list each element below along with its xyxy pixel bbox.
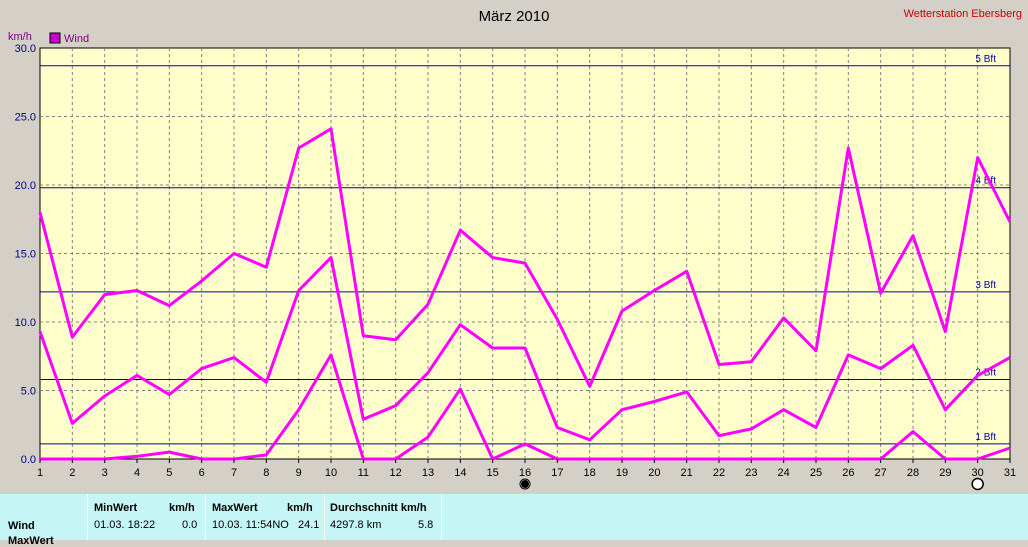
station-name: Wetterstation Ebersberg — [904, 8, 1022, 20]
x-tick-label: 9 — [296, 467, 302, 479]
max-value: 24.1 — [298, 519, 320, 531]
x-tick-label: 6 — [199, 467, 205, 479]
full-moon-icon — [971, 477, 984, 491]
avg-value: 5.8 — [418, 519, 434, 531]
x-tick-label: 7 — [231, 467, 237, 479]
y-tick-label: 0.0 — [21, 454, 36, 466]
x-tick-label: 23 — [745, 467, 757, 479]
y-tick-label: 5.0 — [21, 386, 36, 398]
chart-title: März 2010 — [479, 8, 550, 25]
x-tick-label: 5 — [166, 467, 172, 479]
legend-wind: Wind — [64, 33, 89, 45]
avg-distance: 4297.8 km — [330, 519, 382, 531]
y-tick-label: 15.0 — [15, 249, 36, 261]
x-tick-label: 27 — [875, 467, 887, 479]
y-tick-label: 20.0 — [15, 180, 36, 192]
bft-label: 1 Bft — [975, 432, 996, 443]
x-tick-label: 30 — [972, 467, 984, 479]
header-avg: Durchschnitt km/h — [330, 502, 427, 514]
column-separator — [87, 494, 88, 540]
legend-swatch — [49, 32, 61, 44]
beaufort-lines: 1 Bft 2 Bft 3 Bft 4 Bft 5 Bft — [40, 54, 1010, 445]
column-separator — [324, 494, 325, 540]
x-tick-label: 19 — [616, 467, 628, 479]
new-moon-icon — [519, 478, 531, 490]
x-tick-label: 10 — [325, 467, 337, 479]
min-time: 01.03. 18:22 — [94, 519, 156, 531]
x-tick-label: 14 — [454, 467, 466, 479]
x-tick-label: 31 — [1004, 467, 1016, 479]
x-tick-label: 26 — [842, 467, 854, 479]
x-tick-label: 12 — [390, 467, 402, 479]
x-tick-label: 16 — [519, 467, 531, 479]
y-tick-labels: 0.0 5.0 10.0 15.0 20.0 25.0 30.0 — [15, 43, 36, 466]
x-tick-label: 17 — [551, 467, 563, 479]
x-tick-label: 11 — [358, 467, 369, 479]
row-label-maxwert: MaxWert — [8, 535, 54, 547]
header-min-unit: km/h — [169, 502, 195, 514]
x-tick-label: 1 — [37, 467, 43, 479]
x-tick-label: 8 — [263, 467, 269, 479]
column-separator — [441, 494, 442, 540]
header-max-unit: km/h — [287, 502, 313, 514]
x-tick-label: 18 — [584, 467, 596, 479]
x-tick-label: 25 — [810, 467, 822, 479]
x-tick-label: 3 — [102, 467, 108, 479]
y-tick-label: 10.0 — [15, 317, 36, 329]
x-tick-label: 4 — [134, 467, 140, 479]
summary-table: MinWert km/h MaxWert km/h Durchschnitt k… — [0, 494, 1028, 547]
grid-lines — [40, 48, 1010, 459]
series-line-0 — [38, 127, 1012, 388]
max-time: 10.03. 11:54NO — [212, 519, 289, 531]
bft-label: 2 Bft — [975, 368, 996, 379]
y-tick-label: 25.0 — [15, 112, 36, 124]
header-max: MaxWert — [212, 502, 258, 514]
header-min: MinWert — [94, 502, 138, 514]
bft-label: 5 Bft — [975, 54, 996, 65]
moon-markers — [519, 477, 984, 491]
wind-chart: März 2010 Wetterstation Ebersberg km/h W… — [8, 8, 1022, 491]
column-separator — [205, 494, 206, 540]
bft-label: 3 Bft — [975, 280, 996, 291]
y-tick-label: 30.0 — [15, 43, 36, 55]
x-tick-label: 28 — [907, 467, 919, 479]
x-tick-label: 15 — [487, 467, 499, 479]
x-tick-label: 24 — [778, 467, 790, 479]
x-tick-labels: 1 2 3 4 5 6 7 8 9 10 11 12 13 14 15 16 17 18 19 20 21 22 23 24 2… — [37, 459, 1016, 479]
min-value: 0.0 — [182, 519, 198, 531]
x-tick-label: 13 — [422, 467, 434, 479]
y-axis-unit: km/h — [8, 31, 32, 43]
series-line-1 — [38, 256, 1011, 442]
x-tick-label: 21 — [681, 467, 693, 479]
row-label-wind: Wind — [8, 520, 35, 532]
x-tick-label: 29 — [939, 467, 951, 479]
bft-label: 4 Bft — [975, 176, 996, 187]
x-tick-label: 20 — [648, 467, 660, 479]
x-tick-label: 22 — [713, 467, 725, 479]
x-tick-label: 2 — [69, 467, 75, 479]
